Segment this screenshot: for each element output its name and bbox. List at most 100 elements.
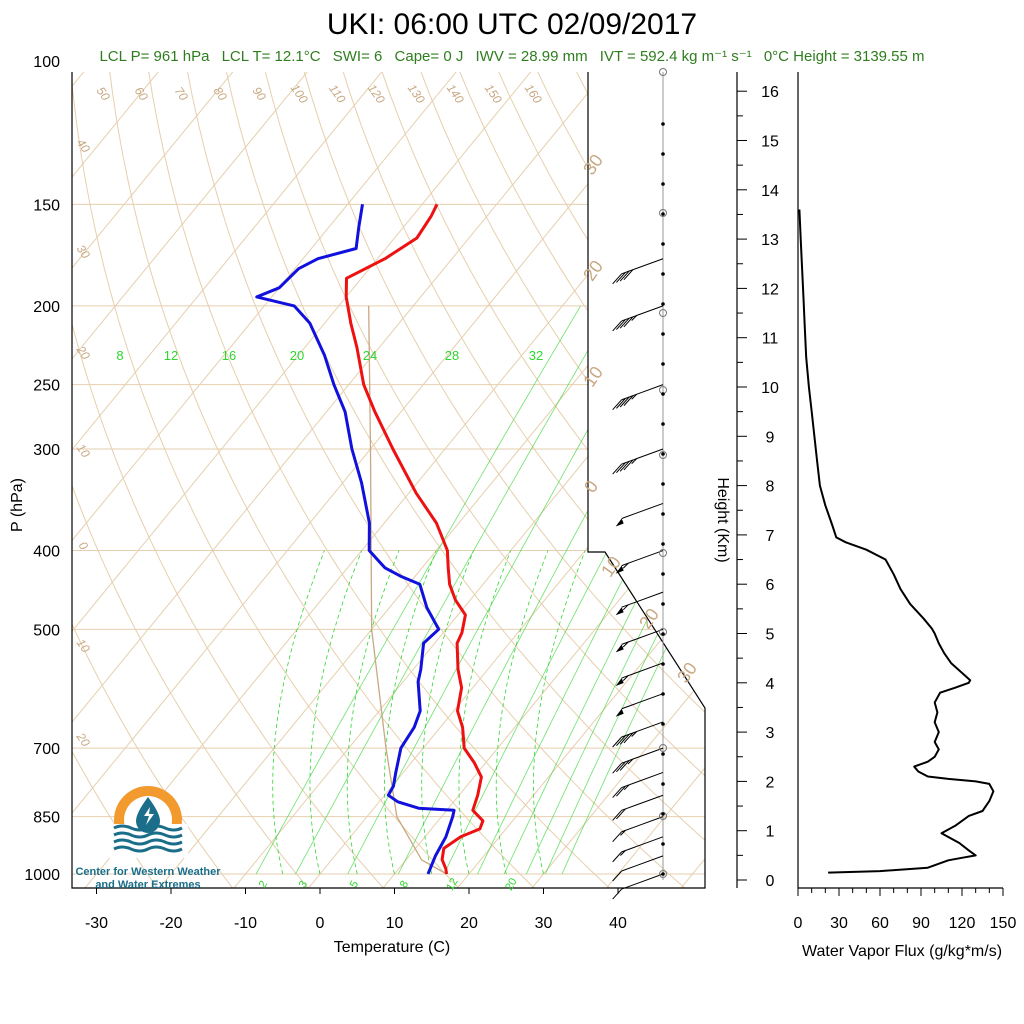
height-tick-label: 13 xyxy=(761,232,779,249)
barb-level-dot xyxy=(661,302,665,306)
mixing-ratio-label: 20 xyxy=(290,348,304,363)
wind-barb xyxy=(612,816,664,843)
flux-trace xyxy=(798,209,995,874)
height-tick-label: 10 xyxy=(761,380,779,397)
barb-flag xyxy=(612,851,623,863)
barb-level-circle xyxy=(659,451,667,459)
skew-t-background xyxy=(72,72,705,888)
mixing-ratio-label: 8 xyxy=(116,348,123,363)
dry-adiabat-line xyxy=(72,623,234,888)
logo-bolt-icon xyxy=(144,807,154,825)
barb-level-dot xyxy=(661,572,665,576)
dry-adiabat-label: 110 xyxy=(326,82,349,106)
barb-flag xyxy=(619,760,630,771)
wind-barb xyxy=(612,448,664,475)
barb-level-dot xyxy=(661,242,665,246)
mixing-ratio-label: 32 xyxy=(529,348,543,363)
moist-adiabat-line xyxy=(421,550,474,875)
barb-flag xyxy=(616,319,626,330)
barb-level-circle xyxy=(659,744,667,752)
mixing-ratio-line xyxy=(545,535,705,875)
mixing-ratio-label: 24 xyxy=(363,348,377,363)
cw3e-logo xyxy=(108,786,188,858)
isotherm-edge-label: 20 xyxy=(73,342,93,362)
barb-level-dot xyxy=(661,332,665,336)
flux-tick-label: 60 xyxy=(871,915,889,932)
logo-wave xyxy=(113,838,183,846)
skew-t-frame xyxy=(71,72,706,889)
moist-adiabat-line xyxy=(533,550,586,875)
height-tick-label: 2 xyxy=(766,774,775,791)
dry-adiabat-line xyxy=(72,322,385,888)
moist-adiabat-line xyxy=(272,550,325,875)
mixing-ratio-label: 28 xyxy=(445,348,459,363)
flux-axis-title: Water Vapor Flux (g/kg*m/s) xyxy=(802,943,1002,960)
dry-adiabat-label: 130 xyxy=(405,81,428,106)
barb-level-circle xyxy=(659,549,667,557)
pressure-tick-label: 300 xyxy=(33,442,60,459)
freezing-height: 0°C Height = 3139.55 m xyxy=(763,48,925,65)
dry-adiabat-label: 150 xyxy=(482,81,505,106)
dry-adiabat-line xyxy=(459,72,705,465)
height-tick-label: 16 xyxy=(761,84,779,101)
mask-mid xyxy=(588,552,705,708)
logo-wave xyxy=(113,831,183,839)
height-tick-label: 5 xyxy=(766,627,775,644)
height-tick-label: 4 xyxy=(766,676,775,693)
barb-flag xyxy=(619,396,630,408)
height-tick-label: 1 xyxy=(766,824,775,841)
temperature-tick-label: 10 xyxy=(386,915,404,932)
isotherm-line xyxy=(72,72,159,178)
temperature-axis-title: Temperature (C) xyxy=(334,939,450,956)
wind-barb xyxy=(615,591,664,616)
height-tick-label: 11 xyxy=(762,331,779,348)
barb-shaft xyxy=(621,855,664,872)
barb-flag xyxy=(619,733,630,745)
barb-level-dot xyxy=(661,452,665,456)
wind-barb xyxy=(612,384,664,411)
isotherm-line xyxy=(680,857,705,888)
iwv-value: IWV = 28.99 mm xyxy=(475,48,588,65)
height-tick-label: 9 xyxy=(766,429,775,446)
pressure-axis-title: P (hPa) xyxy=(9,478,26,532)
logo-caption: Center for Western Weather and Water Ext… xyxy=(68,866,228,892)
flux-tick-label: 90 xyxy=(912,915,930,932)
barb-level-dot xyxy=(661,182,665,186)
dry-adiabat-label: 70 xyxy=(172,84,191,103)
barb-flag xyxy=(612,888,623,900)
dry-adiabat-line xyxy=(303,72,705,714)
wind-barb xyxy=(612,747,664,774)
barb-half-flag xyxy=(622,604,629,611)
isotherm-line xyxy=(72,72,85,87)
barb-pennant xyxy=(615,644,624,653)
isotherm-line xyxy=(72,72,383,451)
isotherm-line xyxy=(158,221,705,888)
barb-flag xyxy=(616,398,626,409)
barb-flag xyxy=(623,459,634,471)
dry-adiabat-line xyxy=(381,72,705,588)
moist-adiabat-line xyxy=(309,550,363,875)
dry-adiabat-label: 100 xyxy=(288,81,311,106)
barb-flag xyxy=(612,273,623,285)
barb-flag xyxy=(619,461,630,472)
barb-level-dot xyxy=(661,362,665,366)
barb-half-flag xyxy=(631,393,638,400)
barb-shaft xyxy=(621,693,664,710)
barb-level-dot xyxy=(661,872,665,876)
temperature-tick-label: -10 xyxy=(234,915,257,932)
sounding-info-line: LCL P= 961 hPa LCL T= 12.1°C SWI= 6 Cape… xyxy=(0,47,1024,65)
isotherm-line xyxy=(72,72,681,814)
ivt-value: IVT = 592.4 kg m⁻¹ s⁻¹ xyxy=(599,48,752,65)
temperature-tick-label: 40 xyxy=(609,915,627,932)
water-vapor-flux-panel: 0 30 60 90 120 150 Water Vapor Flux (g/kg*m/s) xyxy=(794,72,1017,960)
dry-adiabat-line xyxy=(72,78,460,888)
flux-tick-label: 150 xyxy=(990,915,1017,932)
flux-tick-label: 0 xyxy=(794,915,803,932)
dry-adiabat-label: 160 xyxy=(522,81,545,106)
logo-line-1: Center for Western Weather xyxy=(75,866,221,878)
barb-flag xyxy=(616,272,626,283)
pressure-tick-label: 700 xyxy=(33,741,60,758)
dry-adiabat-label: 140 xyxy=(444,81,467,106)
barb-level-dot xyxy=(661,512,665,516)
